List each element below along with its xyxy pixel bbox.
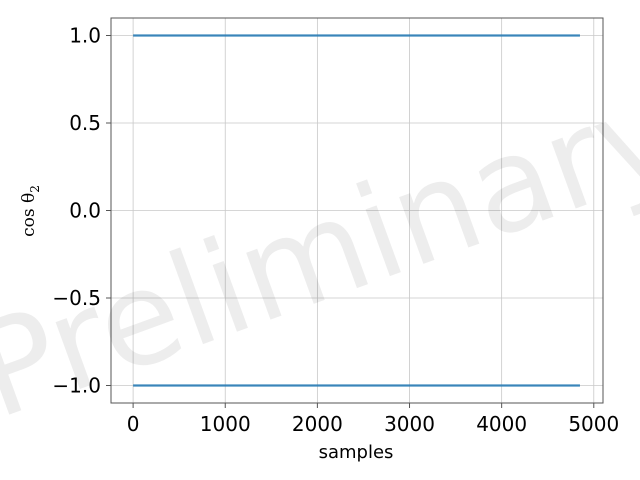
x-tick-label: 3000 xyxy=(384,412,435,436)
x-axis-label: samples xyxy=(319,442,394,463)
y-tick-label: 1.0 xyxy=(69,24,101,48)
y-tick-label: −1.0 xyxy=(52,374,101,398)
x-tick-label: 1000 xyxy=(200,412,251,436)
y-tick-label: −0.5 xyxy=(52,286,101,310)
y-axis: −1.0 −0.5 0.0 0.5 1.0 xyxy=(52,24,111,398)
series-layer xyxy=(133,34,580,387)
y-tick-label: 0.5 xyxy=(69,111,101,135)
x-tick-label: 5000 xyxy=(568,412,619,436)
y-axis-label-main: cos θ xyxy=(19,193,39,237)
x-tick-label: 4000 xyxy=(476,412,527,436)
y-axis-label: cos θ2 xyxy=(19,185,42,237)
y-axis-label-subscript: 2 xyxy=(28,185,42,193)
x-tick-label: 0 xyxy=(127,412,140,436)
y-tick-label: 0.0 xyxy=(69,199,101,223)
x-axis: 0 1000 2000 3000 4000 5000 xyxy=(127,403,619,436)
x-tick-label: 2000 xyxy=(292,412,343,436)
